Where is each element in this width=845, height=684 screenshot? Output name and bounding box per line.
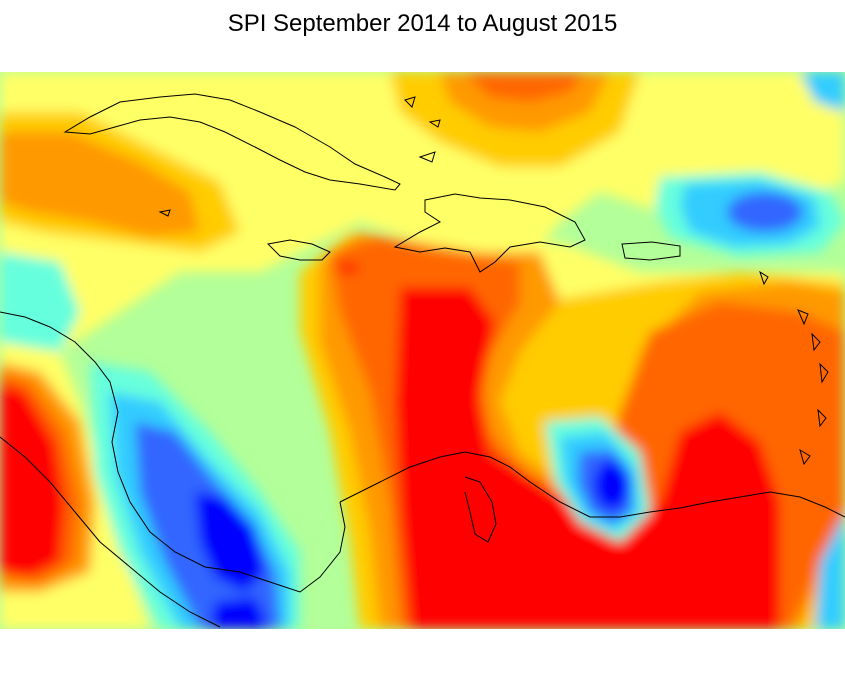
- coastline-jamaica: [266, 239, 331, 261]
- coastline-central-america-pacific: [0, 436, 221, 628]
- blue-zone-northeast: [727, 192, 803, 232]
- coastline-cuba: [63, 93, 401, 191]
- deep-blue-zone-west: [195, 492, 265, 592]
- deep-blue-zone-central-south: [594, 460, 630, 510]
- spi-map: [0, 72, 845, 629]
- deep-blue-zone-west-south: [210, 597, 270, 629]
- coastline-bahamas: [404, 96, 441, 163]
- cyan-zone-far-west: [0, 252, 80, 352]
- coastlines: [0, 93, 845, 628]
- coastline-gulf-of-venezuela: [464, 476, 497, 543]
- spi-map-canvas: [0, 72, 845, 629]
- red-zone-west: [0, 382, 65, 577]
- coastline-puerto-rico: [621, 241, 681, 261]
- orange-red-zone-north: [465, 72, 585, 102]
- red-spot-haiti: [336, 263, 360, 273]
- coastline-cayman: [158, 209, 171, 217]
- coastline-central-america: [0, 311, 346, 593]
- map-title: SPI September 2014 to August 2015: [227, 10, 618, 37]
- spi-field: [0, 72, 845, 629]
- cyan-zone-east-edge: [815, 512, 845, 629]
- red-zone-central: [395, 287, 780, 629]
- cyan-zone-northeast-corner: [800, 72, 845, 112]
- yellow-zone-north: [0, 72, 845, 372]
- orange-zone-northwest: [0, 132, 200, 237]
- coastline-south-america: [339, 451, 845, 518]
- coastline-hispaniola: [393, 193, 586, 273]
- coastline-lesser-antilles: [759, 270, 829, 466]
